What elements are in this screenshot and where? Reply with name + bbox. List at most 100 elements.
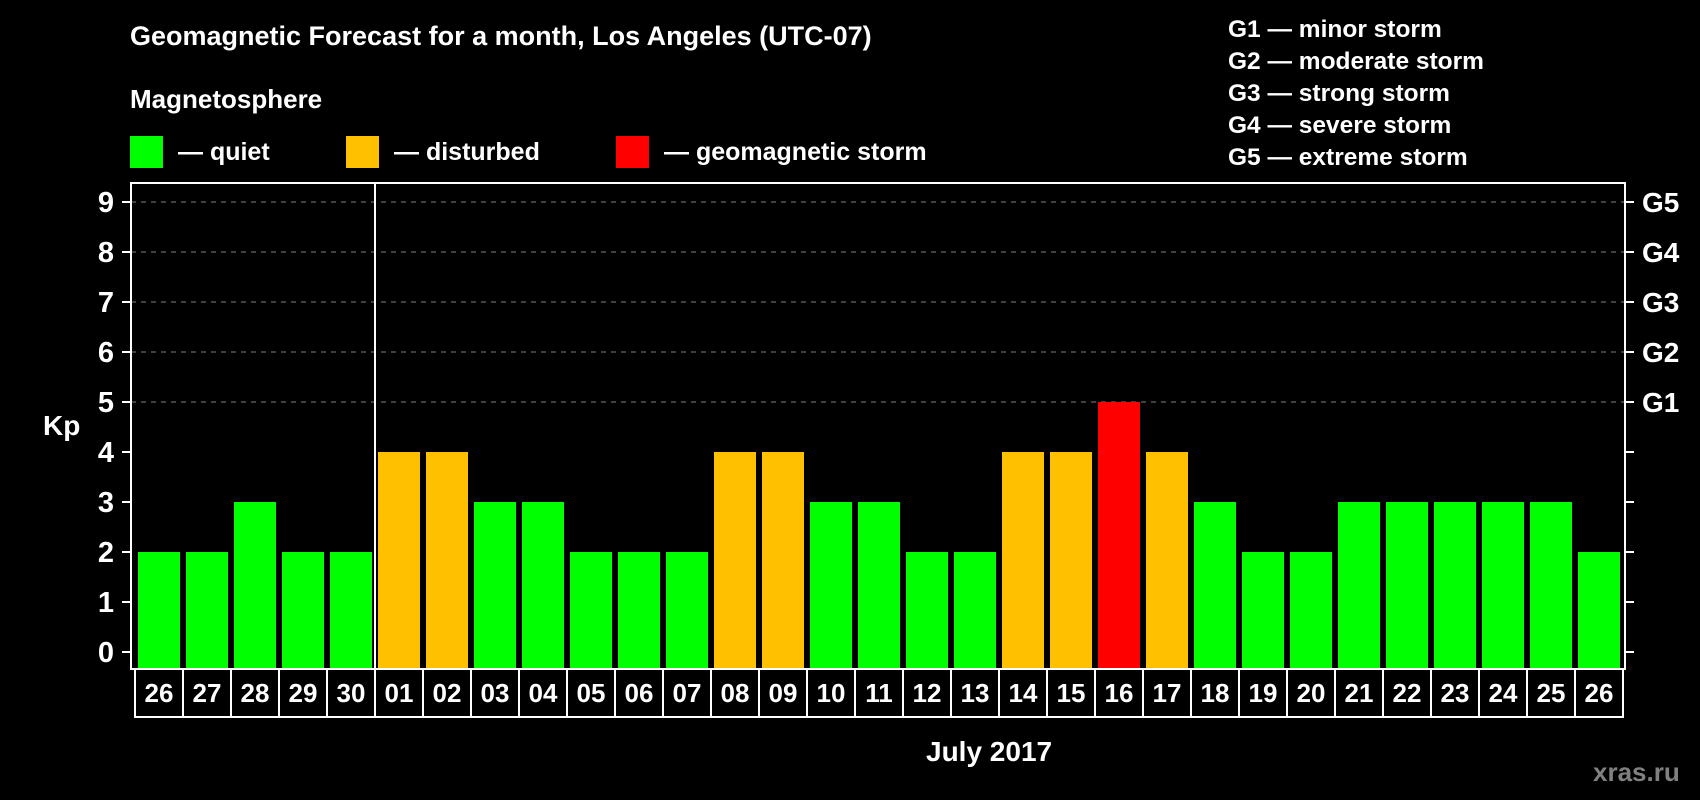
date-label: 09 <box>769 678 798 708</box>
y-tick-label: 8 <box>98 237 114 269</box>
bar-28 <box>234 502 276 669</box>
date-label: 18 <box>1201 678 1230 708</box>
storm-axis: G1 G2 G3 G4 G5 <box>1625 187 1680 653</box>
date-label: 23 <box>1441 678 1470 708</box>
date-label: 16 <box>1105 678 1134 708</box>
y-tick-label: 1 <box>98 587 114 619</box>
bar-29 <box>282 552 324 669</box>
g-tick-label: G3 <box>1642 287 1679 318</box>
date-label: 28 <box>241 678 270 708</box>
chart-title: Geomagnetic Forecast for a month, Los An… <box>130 21 872 51</box>
bar-21 <box>1338 502 1380 669</box>
gridlines <box>131 201 1625 403</box>
bar-11 <box>858 502 900 669</box>
y-tick-label: 6 <box>98 337 114 369</box>
date-label: 05 <box>577 678 606 708</box>
x-axis-label: July 2017 <box>926 736 1053 767</box>
date-label: 02 <box>433 678 462 708</box>
legend-item-quiet: — quiet <box>130 135 270 168</box>
date-label: 30 <box>337 678 366 708</box>
date-label: 10 <box>817 678 846 708</box>
bar-19 <box>1242 552 1284 669</box>
date-label: 01 <box>385 678 414 708</box>
y-axis-label: Kp <box>43 410 81 441</box>
legend-heading: Magnetosphere <box>130 84 323 114</box>
date-label: 19 <box>1249 678 1278 708</box>
y-tick-label: 4 <box>98 437 114 469</box>
date-label: 06 <box>625 678 654 708</box>
bar-18 <box>1194 502 1236 669</box>
bar-09 <box>762 452 804 669</box>
storm-scale-g4: G4 — severe storm <box>1228 112 1452 139</box>
bar-22 <box>1386 502 1428 669</box>
y-tick-label: 3 <box>98 487 114 519</box>
y-tick-label: 2 <box>98 537 114 569</box>
bar-30 <box>330 552 372 669</box>
date-label: 07 <box>673 678 702 708</box>
bar-26 <box>1578 552 1620 669</box>
y-tick-label: 0 <box>98 637 114 669</box>
storm-scale-legend: G1 — minor storm G2 — moderate storm G3 … <box>1228 14 1484 174</box>
date-label: 26 <box>1585 678 1614 708</box>
bar-20 <box>1290 552 1332 669</box>
date-label: 22 <box>1393 678 1422 708</box>
date-label: 03 <box>481 678 510 708</box>
date-label: 27 <box>193 678 222 708</box>
bar-10 <box>810 502 852 669</box>
bar-16 <box>1098 402 1140 669</box>
legend-label: — quiet <box>178 137 270 166</box>
date-label: 25 <box>1537 678 1566 708</box>
date-label: 17 <box>1153 678 1182 708</box>
storm-swatch-icon <box>616 135 649 168</box>
date-label: 11 <box>865 678 893 708</box>
g-tick-label: G2 <box>1642 337 1679 368</box>
bar-02 <box>426 452 468 669</box>
date-label: 26 <box>145 678 174 708</box>
date-label: 24 <box>1489 678 1518 708</box>
y-tick-label: 9 <box>98 187 114 219</box>
legend-item-disturbed: — disturbed <box>346 135 540 168</box>
bar-12 <box>906 552 948 669</box>
storm-scale-g3: G3 — strong storm <box>1228 80 1450 107</box>
date-label: 20 <box>1297 678 1326 708</box>
date-row-border <box>134 668 1624 718</box>
g-tick-label: G1 <box>1642 387 1679 418</box>
y-axis: 0 1 2 3 4 5 6 7 8 9 <box>98 187 131 669</box>
bar-24 <box>1482 502 1524 669</box>
bar-27 <box>186 552 228 669</box>
bar-07 <box>666 552 708 669</box>
quiet-swatch-icon <box>130 135 163 168</box>
bar-14 <box>1002 452 1044 669</box>
bar-13 <box>954 552 996 669</box>
bar-17 <box>1146 452 1188 669</box>
legend-item-storm: — geomagnetic storm <box>616 135 927 168</box>
storm-scale-g5: G5 — extreme storm <box>1228 144 1468 171</box>
bar-25 <box>1530 502 1572 669</box>
y-tick-label: 5 <box>98 387 114 419</box>
bar-26 <box>138 552 180 669</box>
disturbed-swatch-icon <box>346 135 379 168</box>
date-label: 14 <box>1009 678 1038 708</box>
date-label: 15 <box>1057 678 1086 708</box>
bars <box>138 402 1620 669</box>
bar-04 <box>522 502 564 669</box>
bar-01 <box>378 452 420 669</box>
bar-05 <box>570 552 612 669</box>
bar-03 <box>474 502 516 669</box>
storm-scale-g2: G2 — moderate storm <box>1228 48 1484 75</box>
x-axis-dates: 26 27 28 29 30 01 02 03 04 05 06 07 08 09 10 11 12 13 14 15… <box>134 668 1624 718</box>
storm-scale-g1: G1 — minor storm <box>1228 16 1442 43</box>
date-label: 04 <box>529 678 558 708</box>
legend-label: — geomagnetic storm <box>664 137 927 166</box>
date-label: 21 <box>1345 678 1374 708</box>
watermark: xras.ru <box>1593 757 1680 787</box>
g-tick-label: G5 <box>1642 187 1679 218</box>
y-tick-label: 7 <box>98 287 114 319</box>
legend-label: — disturbed <box>394 137 540 166</box>
date-label: 13 <box>961 678 990 708</box>
bar-08 <box>714 452 756 669</box>
bar-15 <box>1050 452 1092 669</box>
bar-06 <box>618 552 660 669</box>
date-label: 08 <box>721 678 750 708</box>
